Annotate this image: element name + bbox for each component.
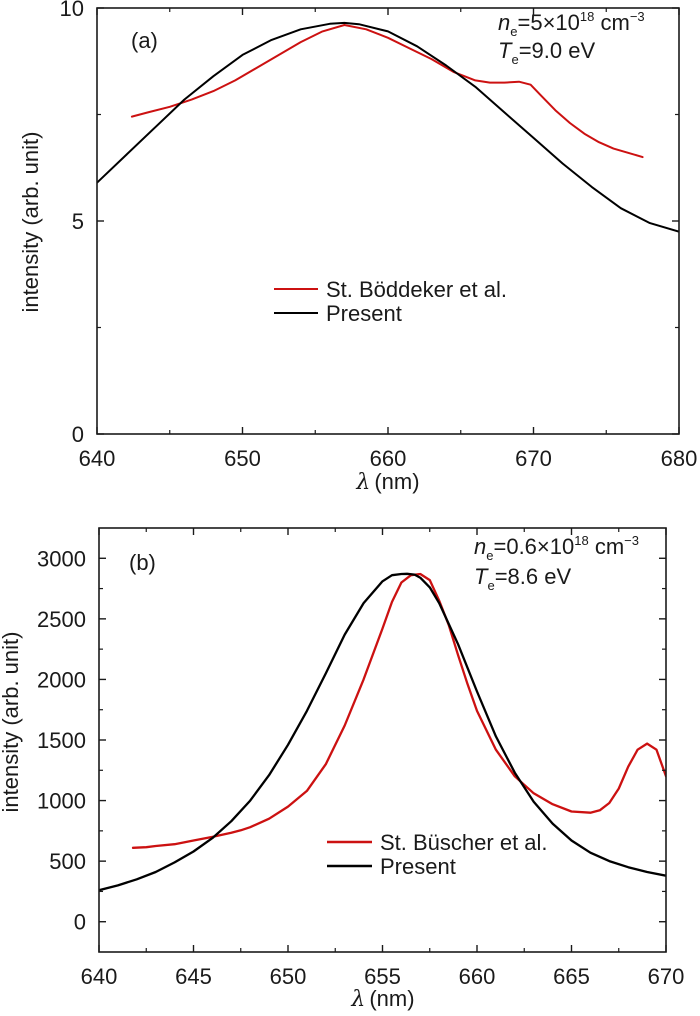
- te-subscript: e: [511, 52, 518, 67]
- x-axis-lambda-symbol: λ: [355, 470, 370, 495]
- x-tick-label: 670: [648, 964, 685, 989]
- x-tick-label: 660: [459, 964, 496, 989]
- y-tick-label: 0: [74, 910, 86, 935]
- panel-a: 640 650 660 670 680 0 5 10 (a) λ (nm) intensity…: [18, 0, 697, 495]
- panel-a-annotation: ne=5×1018 cm−3 Te=9.0 eV: [498, 9, 645, 67]
- legend-label-buscher: St. Büscher et al.: [380, 830, 548, 855]
- panel-b-y-tick-labels: 0 500 1000 1500 2000 2500 3000: [37, 546, 86, 934]
- panel-b-label: (b): [129, 550, 156, 575]
- x-axis-lambda-symbol: λ: [350, 987, 365, 1012]
- panel-a-y-axis-title: intensity (arb. unit): [18, 132, 43, 313]
- legend-label-boddeker: St. Böddeker et al.: [326, 277, 507, 302]
- panel-a-x-axis-title: λ (nm): [355, 469, 419, 495]
- panel-b-x-axis-title: λ (nm): [350, 986, 414, 1012]
- svg-text:Te=9.0 eV: Te=9.0 eV: [498, 38, 595, 67]
- y-tick-label: 1500: [37, 728, 86, 753]
- panel-a-frame: [96, 7, 680, 435]
- panel-a-legend: St. Böddeker et al. Present: [274, 277, 507, 326]
- ne-value: =5×10: [517, 10, 579, 35]
- y-tick-label: 5: [72, 209, 84, 234]
- te-value: =8.6 eV: [495, 564, 572, 589]
- x-tick-label: 665: [553, 964, 590, 989]
- panel-a-plot-area: [97, 21, 679, 233]
- panel-b-frame: [98, 527, 667, 953]
- panel-b-ticks: [98, 528, 667, 952]
- ne-unit: cm: [594, 10, 629, 35]
- ne-unit: cm: [589, 534, 624, 559]
- y-tick-label: 10: [60, 0, 84, 21]
- x-tick-label: 640: [79, 446, 116, 471]
- x-axis-unit: (nm): [374, 469, 419, 494]
- y-tick-label: 3000: [37, 546, 86, 571]
- panel-b-legend: St. Büscher et al. Present: [327, 830, 548, 879]
- x-tick-label: 680: [661, 446, 698, 471]
- panel-a-y-tick-labels: 0 5 10: [60, 0, 84, 447]
- ne-subscript: e: [486, 548, 493, 563]
- svg-text:ne=5×1018 cm−3: ne=5×1018 cm−3: [498, 9, 645, 39]
- x-tick-label: 660: [370, 446, 407, 471]
- te-subscript: e: [487, 578, 494, 593]
- panel-a-ticks: [96, 7, 680, 435]
- te-value: =9.0 eV: [519, 38, 596, 63]
- y-tick-label: 2000: [37, 667, 86, 692]
- x-tick-label: 670: [515, 446, 552, 471]
- ne-unit-exponent: −3: [624, 533, 639, 548]
- ne-exponent: 18: [574, 533, 588, 548]
- x-tick-label: 650: [270, 964, 307, 989]
- ne-symbol: n: [474, 534, 486, 559]
- ne-unit-exponent: −3: [630, 9, 645, 24]
- panel-b: 640 645 650 655 660 665 670 0 500 1000 1500 2000 25…: [0, 527, 685, 1012]
- x-tick-label: 650: [224, 446, 261, 471]
- ne-subscript: e: [510, 24, 517, 39]
- y-tick-label: 2500: [37, 607, 86, 632]
- y-tick-label: 0: [72, 422, 84, 447]
- svg-text:Te=8.6 eV: Te=8.6 eV: [474, 564, 571, 593]
- x-tick-label: 655: [364, 964, 401, 989]
- x-axis-unit: (nm): [369, 986, 414, 1011]
- panel-b-y-axis-title: intensity (arb. unit): [0, 632, 23, 813]
- panel-b-annotation: ne=0.6×1018 cm−3 Te=8.6 eV: [474, 533, 639, 593]
- legend-label-present-b: Present: [380, 854, 456, 879]
- ne-exponent: 18: [580, 9, 594, 24]
- series-line-present-a: [97, 21, 679, 233]
- panel-b-plot-area: [99, 572, 666, 892]
- ne-value: =0.6×10: [493, 534, 574, 559]
- panel-a-x-tick-labels: 640 650 660 670 680: [79, 446, 698, 471]
- x-tick-label: 645: [175, 964, 212, 989]
- x-tick-label: 640: [81, 964, 118, 989]
- te-symbol: T: [474, 564, 489, 589]
- svg-text:ne=0.6×1018 cm−3: ne=0.6×1018 cm−3: [474, 533, 639, 563]
- series-line-reference-b: [131, 572, 666, 849]
- y-tick-label: 1000: [37, 789, 86, 814]
- ne-symbol: n: [498, 10, 510, 35]
- y-tick-label: 500: [49, 849, 86, 874]
- te-symbol: T: [498, 38, 513, 63]
- legend-label-present-a: Present: [326, 301, 402, 326]
- panel-b-x-tick-labels: 640 645 650 655 660 665 670: [81, 964, 685, 989]
- panel-a-label: (a): [131, 28, 158, 53]
